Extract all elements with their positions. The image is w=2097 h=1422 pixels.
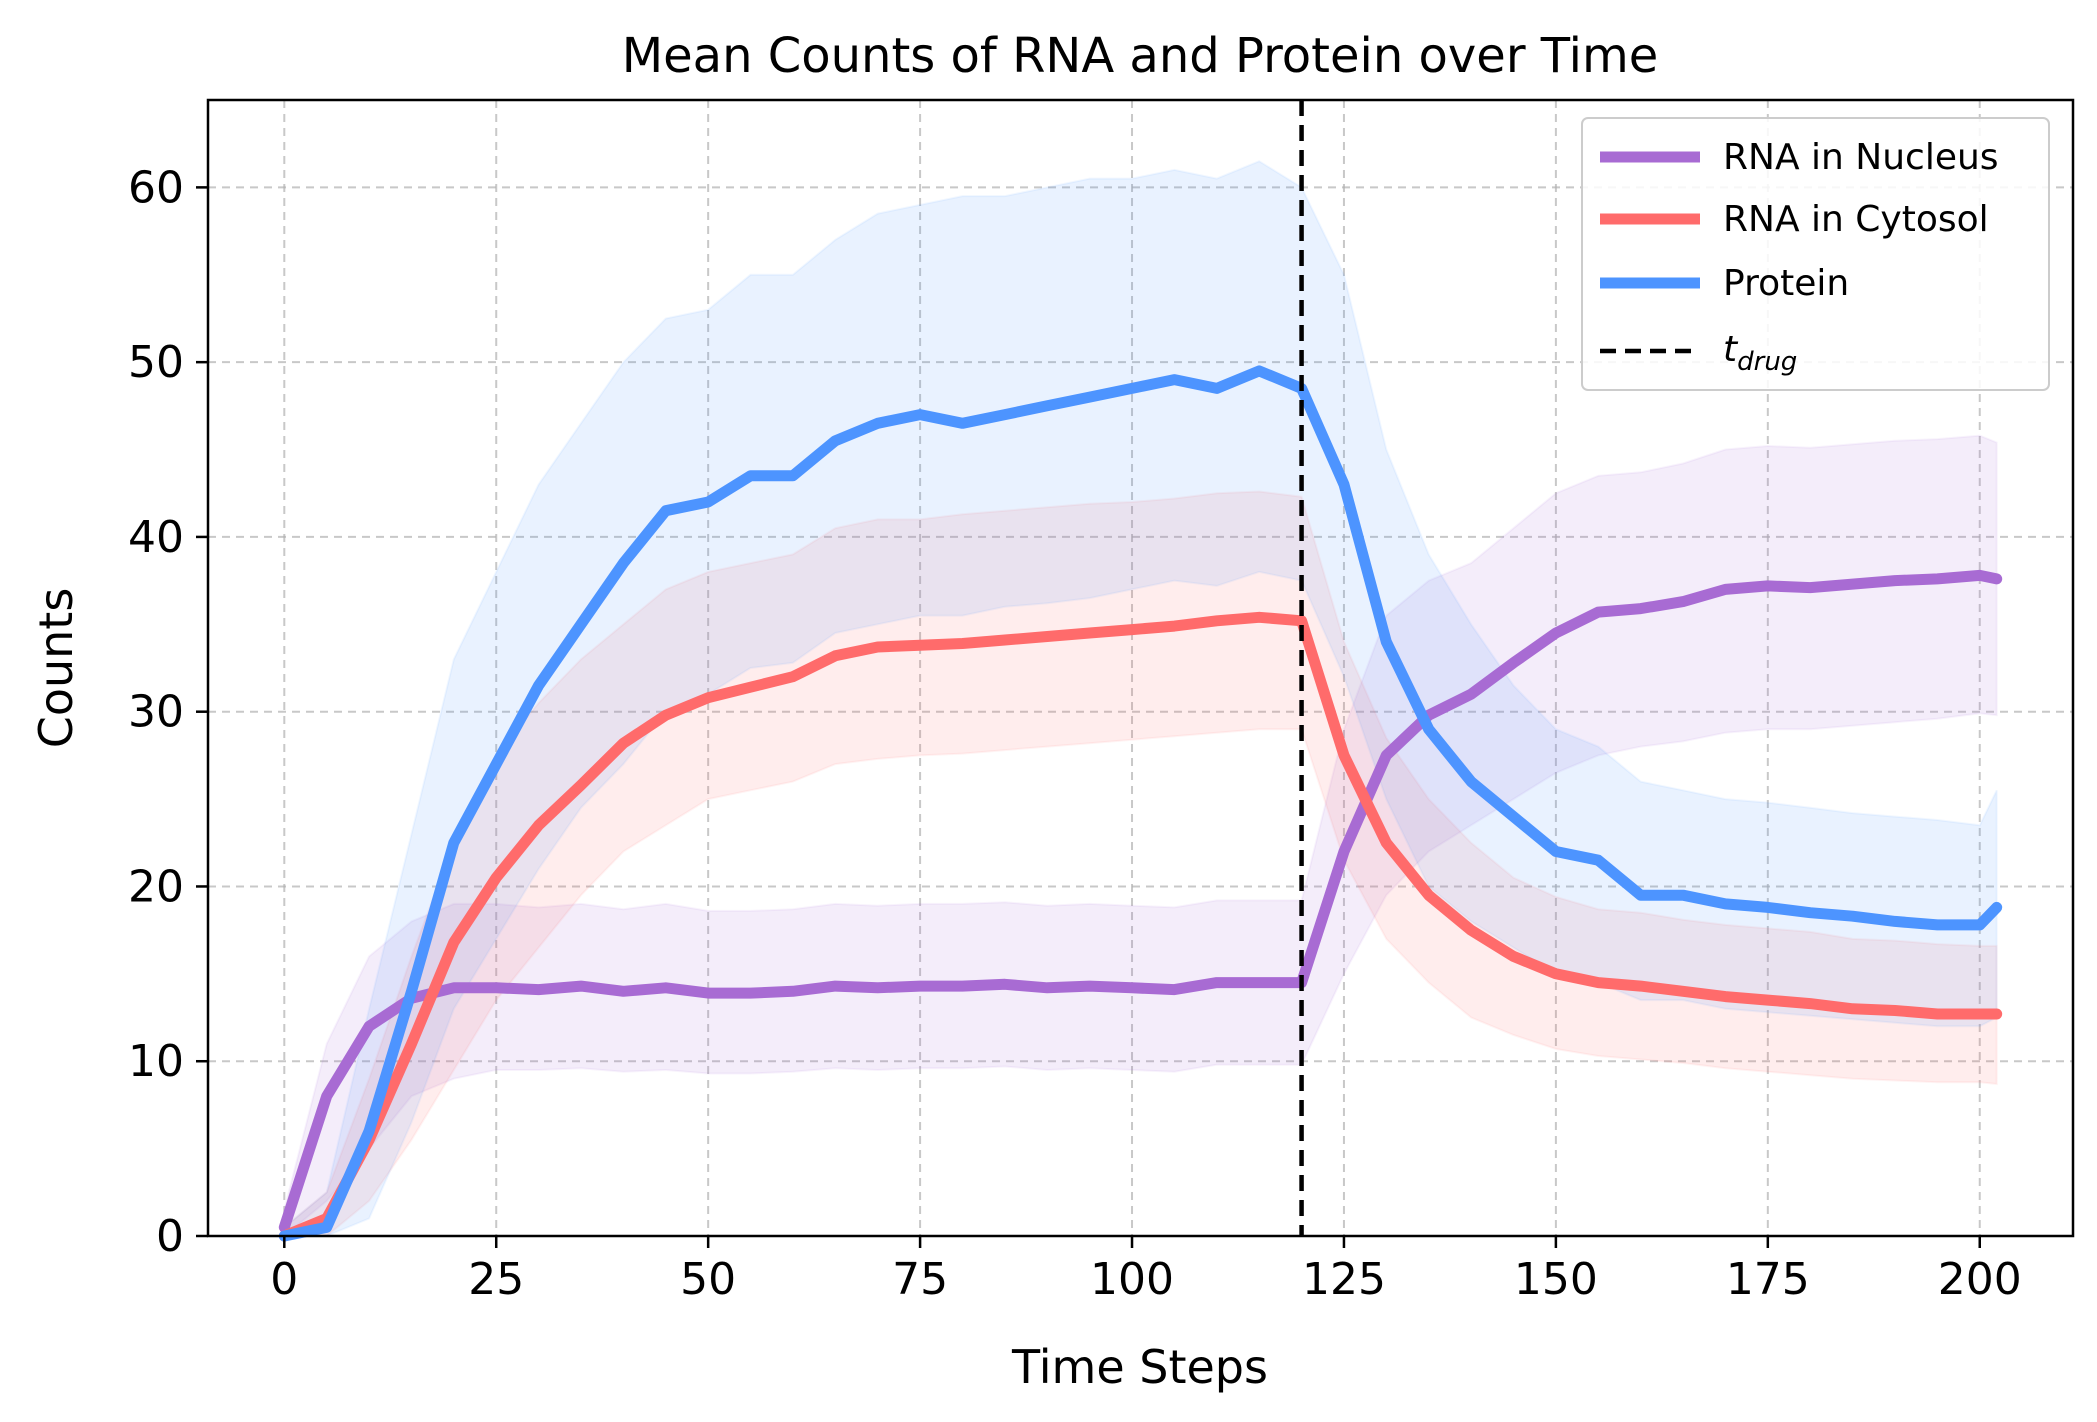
- line-rna-in-nucleus: [278, 569, 2003, 1233]
- y-tick-label: 30: [128, 687, 184, 738]
- legend-label: RNA in Cytosol: [1723, 199, 1989, 240]
- band-rna-in-cytosol: [283, 490, 1998, 1237]
- x-tick-label: 125: [1302, 1254, 1386, 1305]
- legend: RNA in Nucleus RNA in Cytosol Protein tdrug: [1581, 117, 2050, 391]
- x-tick-label: 200: [1938, 1254, 2022, 1305]
- series-lines: [278, 365, 2003, 1242]
- legend-box: [1581, 117, 2050, 391]
- line-protein: [278, 365, 2003, 1242]
- x-axis-label: Time Steps: [1011, 1340, 1268, 1394]
- y-tick-label: 60: [128, 162, 184, 213]
- legend-label: RNA in Nucleus: [1723, 137, 1999, 178]
- x-tick-label: 0: [270, 1254, 298, 1305]
- line-rna-in-cytosol: [278, 611, 2003, 1242]
- x-tick-label: 150: [1514, 1254, 1598, 1305]
- plot-frame: [206, 98, 2075, 1238]
- x-tick-label: 25: [468, 1254, 524, 1305]
- y-tick-label: 0: [156, 1211, 184, 1262]
- y-tick-label: 20: [128, 861, 184, 912]
- axis-ticks: 0 25 50 75 100 125 150 175 200 0 10 20 30 40 50 60: [128, 162, 2022, 1305]
- chart-title: Mean Counts of RNA and Protein over Time: [622, 28, 1659, 84]
- y-tick-label: 10: [128, 1036, 184, 1087]
- band-rna-in-nucleus: [283, 434, 1998, 1239]
- legend-entries: RNA in Nucleus RNA in Cytosol Protein tdrug: [1600, 137, 1999, 377]
- x-tick-label: 175: [1726, 1254, 1810, 1305]
- x-tick-label: 50: [680, 1254, 736, 1305]
- x-tick-label: 100: [1090, 1254, 1174, 1305]
- x-tick-label: 75: [892, 1254, 948, 1305]
- y-axis-label: Counts: [29, 588, 83, 749]
- legend-label-drug: tdrug: [1723, 329, 1797, 377]
- legend-label: Protein: [1723, 263, 1849, 304]
- y-tick-label: 40: [128, 512, 184, 563]
- y-tick-label: 50: [128, 337, 184, 388]
